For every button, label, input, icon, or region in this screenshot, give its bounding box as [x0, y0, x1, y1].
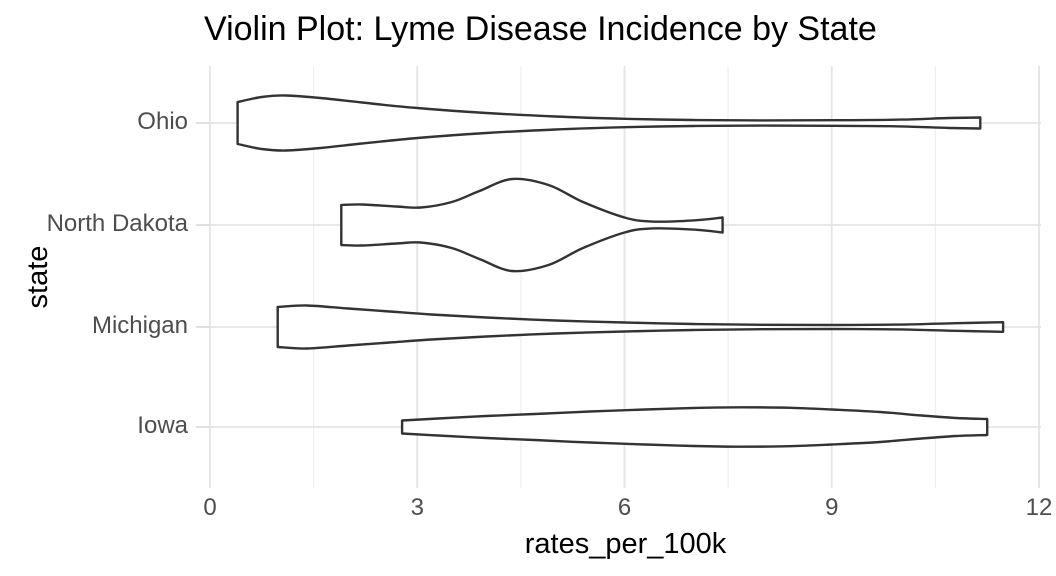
violin-north-dakota	[340, 177, 724, 273]
violin-ohio	[236, 94, 982, 152]
x-axis-title: rates_per_100k	[524, 528, 727, 560]
y-axis-title: state	[22, 245, 54, 309]
x-tick-label: 3	[410, 494, 424, 521]
y-tick-label: Michigan	[91, 312, 188, 339]
y-tick-label: Iowa	[137, 412, 188, 439]
x-tick-label: 0	[203, 494, 217, 521]
plot-title: Violin Plot: Lyme Disease Incidence by S…	[204, 10, 877, 48]
violin-iowa	[400, 406, 989, 448]
violin-michigan	[276, 304, 1005, 350]
y-tick-label: North Dakota	[46, 210, 188, 237]
x-tick-label: 12	[1025, 494, 1053, 521]
x-tick-label: 6	[617, 494, 632, 521]
y-tick-label: Ohio	[137, 108, 188, 135]
x-tick-label: 9	[825, 494, 839, 521]
